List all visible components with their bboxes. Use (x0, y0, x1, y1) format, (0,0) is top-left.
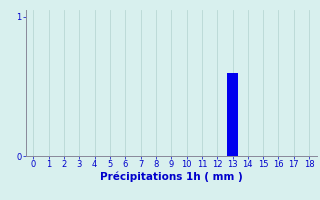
Bar (227, 73, 238, 156)
X-axis label: Précipitations 1h ( mm ): Précipitations 1h ( mm ) (100, 172, 243, 182)
